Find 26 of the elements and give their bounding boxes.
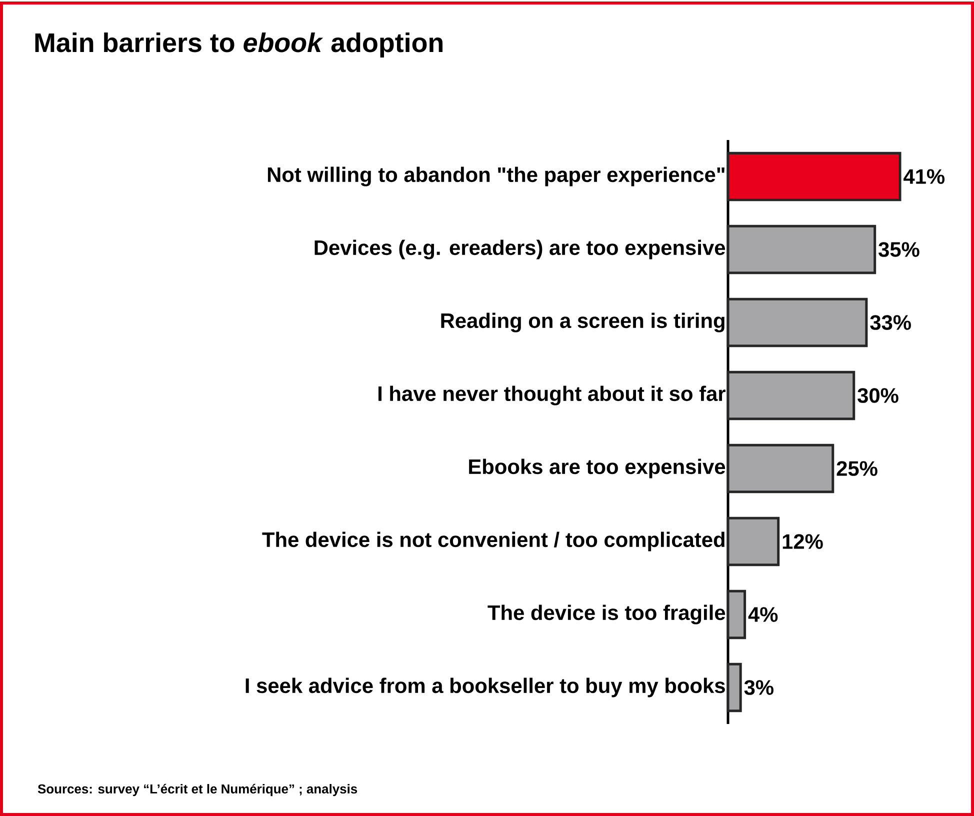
data-label: 3% — [744, 680, 774, 695]
data-label: 41% — [904, 169, 945, 184]
bar — [726, 298, 868, 348]
y-tick-label: Not willing to abandon "the paper experience" — [268, 166, 724, 186]
bar — [726, 444, 834, 494]
text: Main barriers to ebook adoption — [35, 32, 442, 58]
data-label: 12% — [782, 534, 823, 549]
y-tick-label: I have never thought about it so far — [378, 386, 726, 406]
bar — [726, 152, 902, 202]
bar — [726, 224, 876, 274]
bar — [726, 370, 856, 420]
bar — [726, 662, 742, 712]
y-tick-label: The device is not convenient / too complicated — [262, 532, 724, 552]
data-label: 33% — [870, 315, 911, 330]
bar — [726, 516, 780, 566]
y-tick-label: The device is too fragile — [488, 604, 726, 624]
data-label: 35% — [878, 242, 920, 257]
source-note: Sources: survey “L’écrit et le Numérique” ; analysis — [38, 784, 358, 796]
y-tick-label: Devices (e.g. ereaders) are too expensive — [314, 240, 726, 260]
data-label: 25% — [836, 461, 878, 476]
data-label: 30% — [858, 388, 898, 403]
bar — [726, 590, 746, 640]
data-label: 4% — [748, 607, 778, 622]
y-tick-label: I seek advice from a bookseller to buy my books — [246, 678, 725, 698]
y-tick-label: Reading on a screen is tiring — [441, 312, 724, 332]
y-tick-label: Ebooks are too expensive — [469, 458, 726, 478]
